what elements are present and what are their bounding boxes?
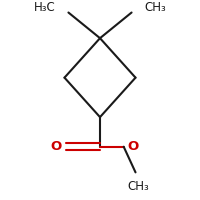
Text: O: O xyxy=(50,140,61,153)
Text: CH₃: CH₃ xyxy=(144,1,166,14)
Text: H₃C: H₃C xyxy=(34,1,56,14)
Text: O: O xyxy=(127,140,138,153)
Text: CH₃: CH₃ xyxy=(128,180,149,193)
